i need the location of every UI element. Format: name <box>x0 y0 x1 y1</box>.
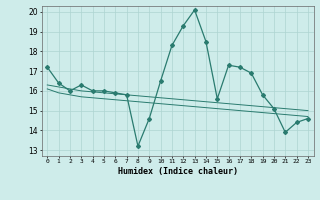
X-axis label: Humidex (Indice chaleur): Humidex (Indice chaleur) <box>118 167 237 176</box>
